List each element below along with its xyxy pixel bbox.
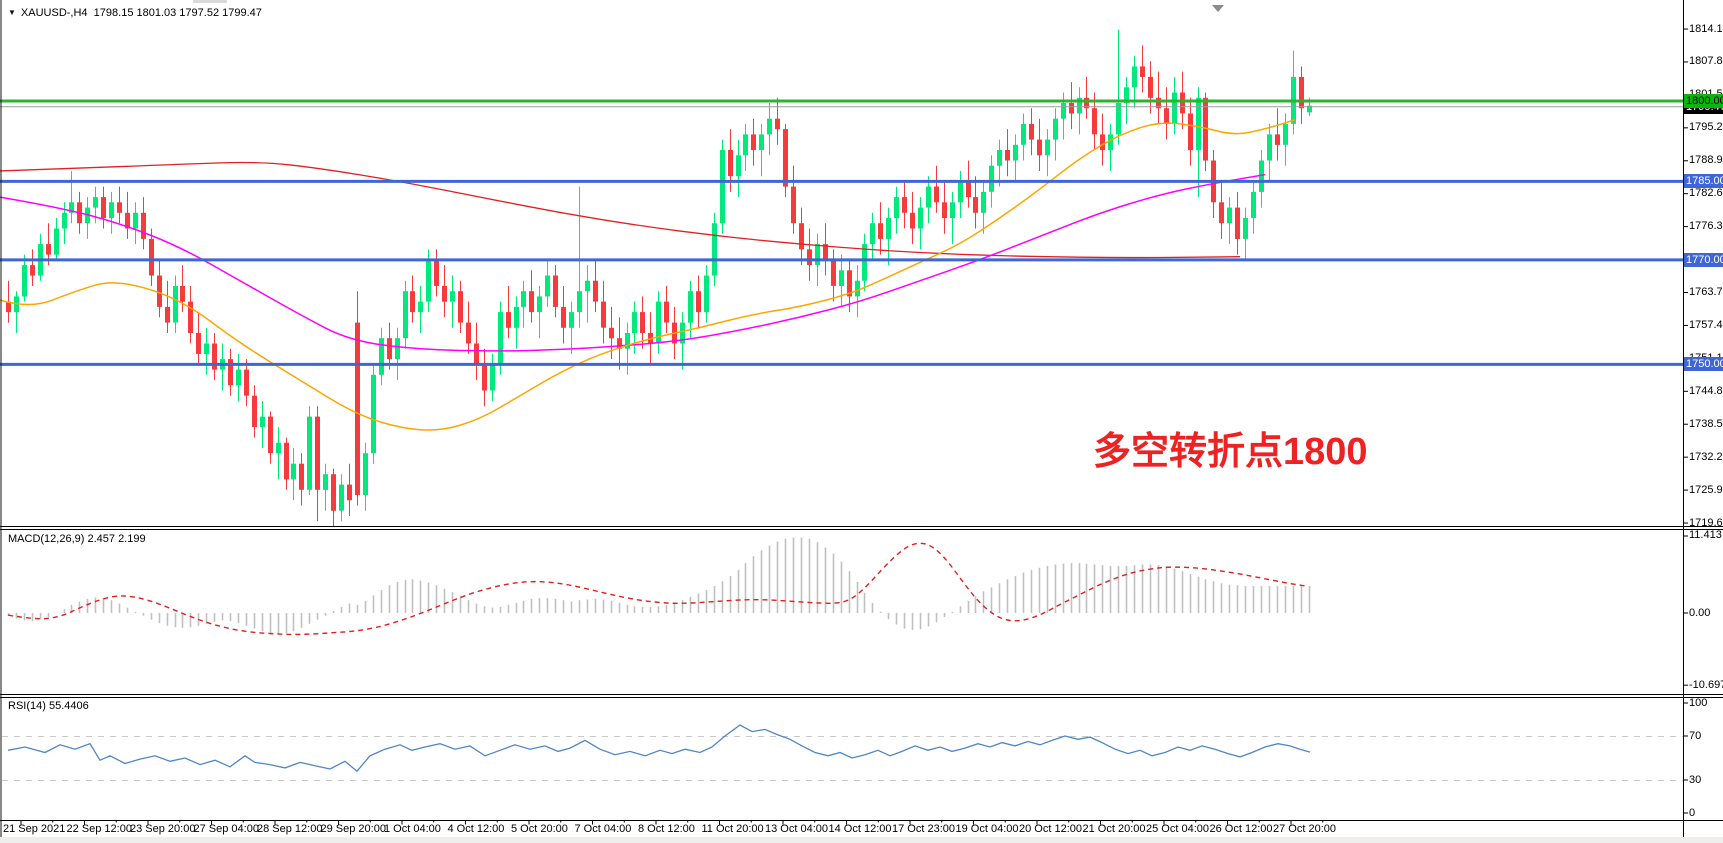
date-label: 21 Sep 2021 — [3, 823, 66, 835]
ma-orange-line[interactable] — [0, 119, 1296, 431]
symbol-ohlc-header: ▼ XAUUSD-,H4 1798.15 1801.03 1797.52 1799… — [8, 7, 262, 19]
price-tick-label: 1782.65 — [1689, 187, 1723, 200]
level-badge-1770.00: 1770.00 — [1684, 252, 1723, 267]
date-label: 27 Sep 04:00 — [193, 823, 259, 835]
ma-magenta-line[interactable] — [0, 173, 1266, 352]
date-label: 22 Sep 12:00 — [66, 823, 132, 835]
macd-tick-label: -10.697 — [1689, 678, 1723, 691]
date-label: 11 Oct 20:00 — [701, 823, 764, 835]
date-label: 8 Oct 12:00 — [638, 823, 695, 835]
price-tick-label: 1719.65 — [1689, 516, 1723, 529]
chart-text-annotation[interactable]: 多空转折点1800 — [1093, 431, 1368, 473]
date-label: 21 Oct 20:00 — [1082, 823, 1146, 835]
candlestick-series[interactable] — [6, 29, 1312, 527]
chart-shift-marker-icon[interactable] — [1212, 5, 1224, 12]
rsi-tick-label: 0 — [1689, 806, 1696, 819]
level-badge-1785.00: 1785.00 — [1684, 174, 1723, 189]
date-label: 23 Sep 20:00 — [130, 823, 196, 835]
ohlc-values: 1798.15 1801.03 1797.52 1799.47 — [93, 7, 262, 19]
date-label: 19 Oct 04:00 — [955, 823, 1019, 835]
level-badge-1750.00: 1750.00 — [1684, 357, 1723, 372]
price-tick-label: 1757.45 — [1689, 318, 1723, 331]
macd-signal-line — [7, 542, 1307, 636]
rsi-indicator-label: RSI(14) 55.4406 — [8, 700, 89, 712]
price-tick-label: 1776.35 — [1689, 220, 1723, 233]
ma-red-line[interactable] — [0, 161, 1241, 259]
top-scrollbar-fragment — [193, 0, 227, 3]
rsi-tick-label: 30 — [1689, 773, 1702, 786]
rsi-tick-label: 100 — [1689, 696, 1708, 709]
rsi-line — [7, 724, 1311, 773]
date-label: 27 Oct 20:00 — [1273, 823, 1336, 835]
date-label: 28 Sep 12:00 — [257, 823, 323, 835]
rsi-tick-label: 70 — [1689, 729, 1702, 742]
price-tick-label: 1744.85 — [1689, 384, 1723, 397]
date-label: 26 Oct 12:00 — [1209, 823, 1273, 835]
date-label: 13 Oct 04:00 — [765, 823, 828, 835]
date-label: 5 Oct 20:00 — [511, 823, 568, 835]
macd-histogram — [7, 537, 1311, 634]
date-label: 4 Oct 12:00 — [447, 823, 505, 835]
date-label: 17 Oct 23:00 — [892, 823, 955, 835]
price-tick-label: 1788.95 — [1689, 154, 1723, 167]
price-tick-label: 1763.75 — [1689, 285, 1723, 298]
price-tick-label: 1732.25 — [1689, 450, 1723, 463]
macd-tick-label: 0.00 — [1689, 606, 1711, 619]
price-tick-label: 1807.85 — [1689, 55, 1723, 68]
date-label: 25 Oct 04:00 — [1146, 823, 1209, 835]
price-tick-label: 1738.55 — [1689, 417, 1723, 430]
price-tick-label: 1725.95 — [1689, 483, 1723, 496]
date-label: 7 Oct 04:00 — [574, 823, 632, 835]
date-label: 20 Oct 12:00 — [1019, 823, 1082, 835]
macd-tick-label: 11.413 — [1689, 529, 1722, 542]
symbol-label: XAUUSD-,H4 — [20, 7, 88, 19]
level-badge-1800: 1800.00 — [1684, 94, 1723, 108]
date-label: 14 Oct 12:00 — [828, 823, 892, 835]
price-tick-label: 1814.15 — [1689, 22, 1723, 35]
date-label: 1 Oct 04:00 — [384, 823, 441, 835]
symbol-dropdown-icon[interactable]: ▼ — [8, 8, 16, 17]
status-strip — [0, 837, 1723, 843]
macd-indicator-label: MACD(12,26,9) 2.457 2.199 — [8, 533, 146, 545]
date-label: 29 Sep 20:00 — [320, 823, 386, 835]
price-tick-label: 1795.25 — [1689, 121, 1723, 134]
